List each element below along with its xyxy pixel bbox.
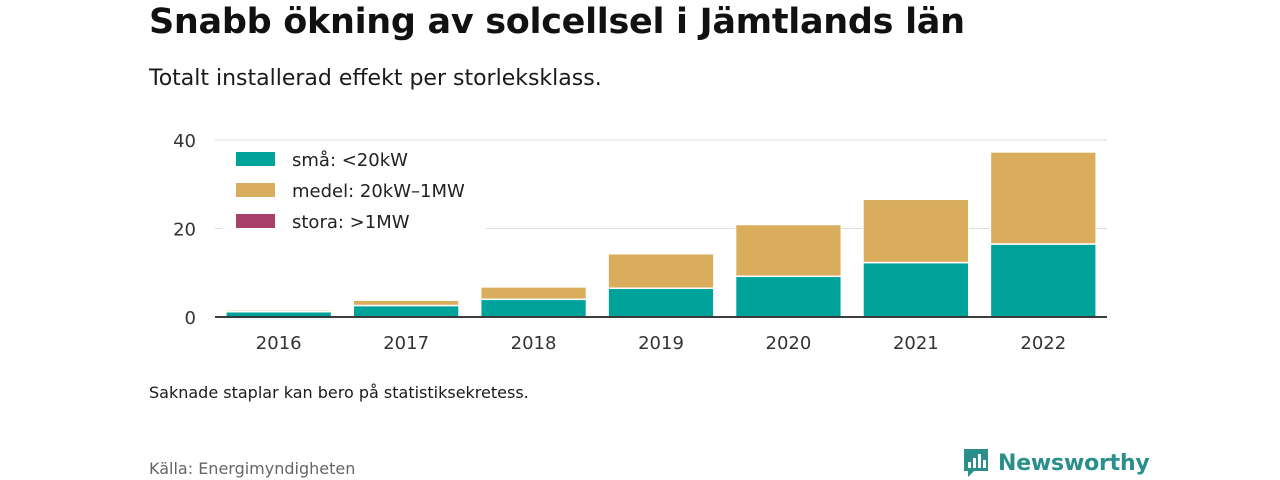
y-tick-label: 20 — [173, 220, 196, 241]
y-tick-label: 0 — [185, 308, 196, 329]
footnote: Saknade staplar kan bero på statistiksek… — [149, 383, 529, 402]
bar-segment — [989, 151, 1097, 245]
legend-swatch — [236, 214, 275, 228]
x-tick-label: 2021 — [893, 333, 939, 354]
bar-segment — [734, 275, 843, 318]
x-tick-label: 2017 — [383, 333, 429, 354]
x-tick-label: 2016 — [256, 333, 302, 354]
bar-segment — [352, 304, 460, 318]
brand-name: Newsworthy — [998, 450, 1150, 476]
bar-segment — [479, 298, 588, 318]
bar-segment — [607, 287, 715, 318]
bar-segment — [352, 299, 460, 307]
x-tick-label: 2019 — [638, 333, 684, 354]
chart-subtitle: Totalt installerad effekt per storlekskl… — [149, 66, 602, 91]
legend-label: medel: 20kW–1MW — [292, 181, 465, 202]
chart-title: Snabb ökning av solcellsel i Jämtlands l… — [149, 2, 965, 42]
legend-swatch — [236, 183, 275, 197]
bar-segment — [225, 309, 333, 313]
newsworthy-logo-icon — [964, 449, 988, 477]
legend: små: <20kW medel: 20kW–1MW stora: >1MW — [222, 143, 486, 238]
x-tick-label: 2018 — [511, 333, 557, 354]
legend-label: små: <20kW — [292, 150, 408, 171]
legend-label: stora: >1MW — [292, 212, 410, 233]
bar-segment — [862, 198, 970, 264]
source-text: Källa: Energimyndigheten — [149, 459, 356, 478]
bar-segment — [607, 252, 715, 289]
bar-chart: 0 20 40 2016 2017 2018 2019 2020 2021 2022 små: <2… — [173, 131, 1107, 354]
bar-segment — [989, 243, 1097, 318]
x-tick-label: 2022 — [1020, 333, 1066, 354]
x-tick-label: 2020 — [766, 333, 812, 354]
bar-segment — [862, 261, 970, 318]
bar-segment — [734, 223, 843, 278]
y-tick-label: 40 — [173, 131, 196, 152]
brand-logo: Newsworthy — [962, 446, 1150, 480]
legend-swatch — [236, 152, 275, 166]
bar-segment — [479, 286, 588, 301]
